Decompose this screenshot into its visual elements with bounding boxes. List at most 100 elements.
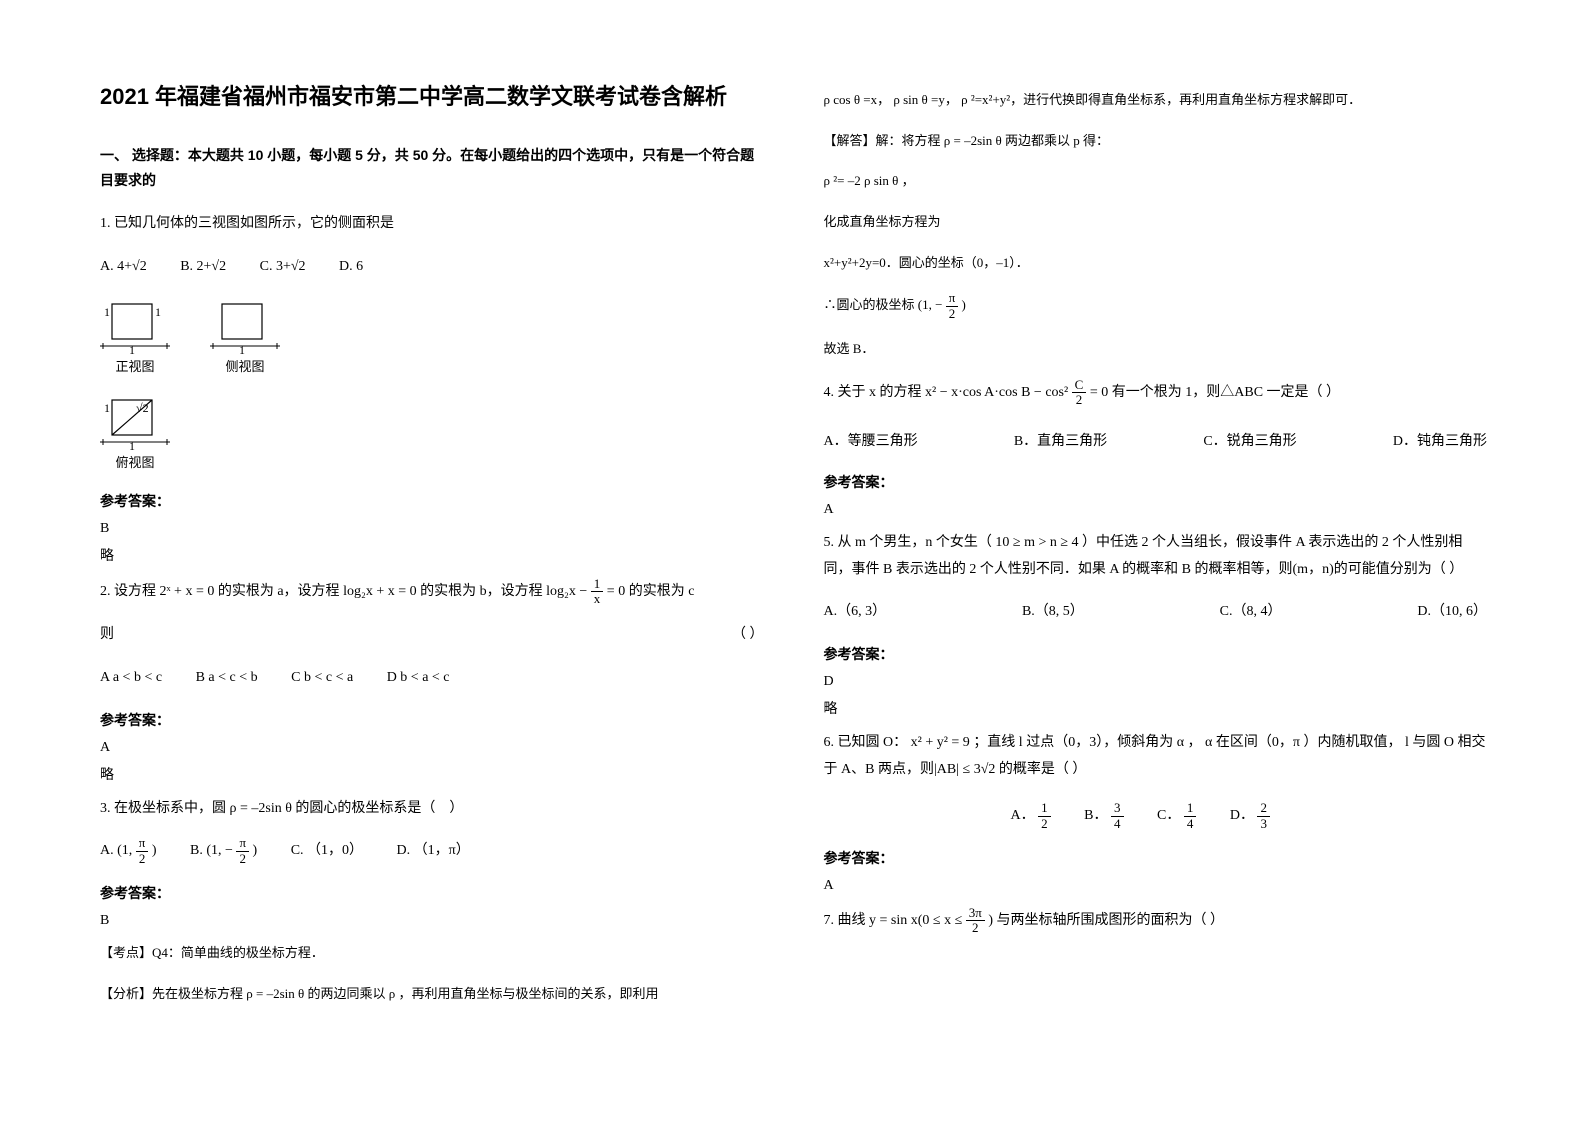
left-column: 2021 年福建省福州市福安市第二中学高二数学文联考试卷含解析 一、 选择题：本… [100, 80, 764, 1082]
q5-ans: D [824, 674, 1488, 690]
svg-text:1: 1 [239, 343, 245, 354]
q2-text-b: 的实根为 a，设方程 [218, 584, 340, 599]
front-view-label: 正视图 [115, 356, 154, 375]
q5-opt-d: D.（10, 6） [1417, 597, 1487, 628]
q7-text-b: 与两坐标轴所围成图形的面积为（ ） [997, 913, 1225, 928]
q6-text-a: 6. 已知圆 O： [824, 735, 908, 750]
q4-opt-b: B．直角三角形 [1014, 427, 1107, 458]
q1-opt-d: D. 6 [339, 252, 363, 283]
q6-optc-den: 4 [1184, 817, 1197, 831]
right-column: ρ cos θ =x， ρ sin θ =y， ρ ²=x²+y²，进行代换即得… [824, 80, 1488, 1082]
svg-text:1: 1 [104, 401, 110, 415]
q7-eq-frac: 3π 2 [966, 906, 985, 936]
q4-eq-num: C [1072, 378, 1087, 393]
q6-opta-frac: 1 2 [1038, 801, 1051, 831]
q3b-line2: 【解答】解：将方程 ρ = –2sin θ 两边都乘以 p 得： [824, 129, 1488, 154]
q6-optc-frac: 1 4 [1184, 801, 1197, 831]
q4-eq-right: = 0 [1090, 385, 1108, 400]
q2-paren: （ ） [732, 622, 764, 649]
q3-opt-d: D. （1，π） [397, 836, 470, 867]
q2-text-d: 的实根为 c [629, 584, 695, 599]
q3b-line7: 故选 B． [824, 337, 1488, 362]
q2-opt-d: D b < a < c [387, 663, 450, 694]
q2-text-c: 的实根为 b，设方程 [420, 584, 543, 599]
q3-optb-frac: π 2 [236, 836, 249, 866]
top-view-diagram: 1 1 √2 俯视图 [100, 395, 170, 471]
q3-optb-pre: B. [190, 843, 206, 858]
q3b-line6-frac: π 2 [946, 291, 959, 321]
q1-text: 1. 已知几何体的三视图如图所示，它的侧面积是 [100, 216, 394, 231]
q5-expl: 略 [824, 698, 1488, 718]
q1-opt-b: B. 2+√2 [180, 252, 226, 283]
q1-opt-a: A. 4+√2 [100, 252, 147, 283]
question-7: 7. 曲线 y = sin x(0 ≤ x ≤ 3π 2 ) 与两坐标轴所围成图… [824, 906, 1488, 936]
q6-optd-frac: 2 3 [1257, 801, 1270, 831]
q7-text-a: 7. 曲线 [824, 913, 866, 928]
q4-opt-a: A．等腰三角形 [824, 427, 918, 458]
q3b-line6-l: (1, − [918, 297, 943, 312]
q2-eq3-den: x [591, 592, 604, 606]
q3b-line6-num: π [946, 291, 959, 306]
q7-eq-right: ) [988, 913, 993, 928]
q4-options: A．等腰三角形 B．直角三角形 C．锐角三角形 D．钝角三角形 [824, 427, 1488, 458]
q5-ans-label: 参考答案： [824, 644, 1488, 664]
q3-kd: 【考点】Q4：简单曲线的极坐标方程． [100, 941, 764, 966]
q3-opta-pre: A. [100, 843, 117, 858]
q2-eq2: log₂x + x = 0 [343, 584, 417, 599]
q2-eq3-num: 1 [591, 577, 604, 592]
q1-expl: 略 [100, 545, 764, 565]
q6-opta-num: 1 [1038, 801, 1051, 816]
q3-optb-l: (1, − [206, 843, 233, 858]
q5-text-a: 5. 从 m 个男生，n 个女生（ [824, 535, 992, 550]
q6-optc-num: 1 [1184, 801, 1197, 816]
q5-opt-c: C.（8, 4） [1220, 597, 1282, 628]
q6-opta-pre: A． [1011, 808, 1035, 823]
q7-eq-left: y = sin x(0 ≤ x ≤ [869, 913, 966, 928]
q4-text-a: 4. 关于 x 的方程 [824, 385, 922, 400]
q5-cond: 10 ≥ m > n ≥ 4 [995, 535, 1078, 550]
q3-optb-r: ) [253, 843, 258, 858]
front-view-diagram: 1 1 1 正视图 [100, 299, 170, 375]
q3-opta-r: ) [152, 843, 157, 858]
q6-optd-den: 3 [1257, 817, 1270, 831]
svg-text:1: 1 [104, 305, 110, 319]
q6-opt-c: C． 1 4 [1157, 801, 1196, 832]
q3b-line5: x²+y²+2y=0．圆心的坐标（0，–1）． [824, 251, 1488, 276]
svg-text:√2: √2 [136, 401, 149, 415]
q3-opt-a: A. (1, π 2 ) [100, 836, 157, 867]
page-title: 2021 年福建省福州市福安市第二中学高二数学文联考试卷含解析 [100, 80, 764, 113]
q6-opta-den: 2 [1038, 817, 1051, 831]
q3b-line3: ρ ²= –2 ρ sin θ ， [824, 169, 1488, 194]
q2-eq3-right: = 0 [607, 584, 625, 599]
q6-options: A． 1 2 B． 3 4 C． 1 4 D． 2 3 [824, 801, 1488, 832]
q3b-line6a: ∴圆心的极坐标 [824, 297, 915, 312]
side-view-diagram: 1 侧视图 [210, 299, 280, 375]
section-a-heading: 一、 选择题：本大题共 10 小题，每小题 5 分，共 50 分。在每小题给出的… [100, 143, 764, 193]
q3b-line4: 化成直角坐标方程为 [824, 210, 1488, 235]
svg-text:1: 1 [129, 343, 135, 354]
q3-optb-num: π [236, 836, 249, 851]
q2-ans: A [100, 740, 764, 756]
q3-opt-b: B. (1, − π 2 ) [190, 836, 257, 867]
q3-opta-l: (1, [117, 843, 136, 858]
q3-options: A. (1, π 2 ) B. (1, − π 2 ) C. （1，0） D. … [100, 836, 764, 867]
q1-opt-c: C. 3+√2 [260, 252, 306, 283]
question-3: 3. 在极坐标系中，圆 ρ = –2sin θ 的圆心的极坐标系是（ ） [100, 796, 764, 823]
q2-eq3-left: log₂x − [546, 584, 587, 599]
question-4: 4. 关于 x 的方程 x² − x·cos A·cos B − cos² C … [824, 378, 1488, 408]
question-2: 2. 设方程 2ˣ + x = 0 的实根为 a，设方程 log₂x + x =… [100, 577, 764, 607]
q2-text-e: 则 [100, 622, 114, 649]
svg-text:1: 1 [129, 439, 135, 450]
q3-opta-num: π [136, 836, 149, 851]
q3b-line6-den: 2 [946, 307, 959, 321]
q2-eq1: 2ˣ + x = 0 [160, 584, 215, 599]
q3-ans: B [100, 913, 764, 929]
q4-eq-den: 2 [1072, 393, 1087, 407]
q1-ans-label: 参考答案： [100, 491, 764, 511]
question-6: 6. 已知圆 O： x² + y² = 9 ；直线 l 过点（0，3），倾斜角为… [824, 730, 1488, 783]
q5-opt-a: A.（6, 3） [824, 597, 887, 628]
q3-ans-label: 参考答案： [100, 883, 764, 903]
q2-eq3-frac: 1 x [591, 577, 604, 607]
q3-optb-den: 2 [236, 852, 249, 866]
q3b-line6-r: ) [962, 297, 966, 312]
